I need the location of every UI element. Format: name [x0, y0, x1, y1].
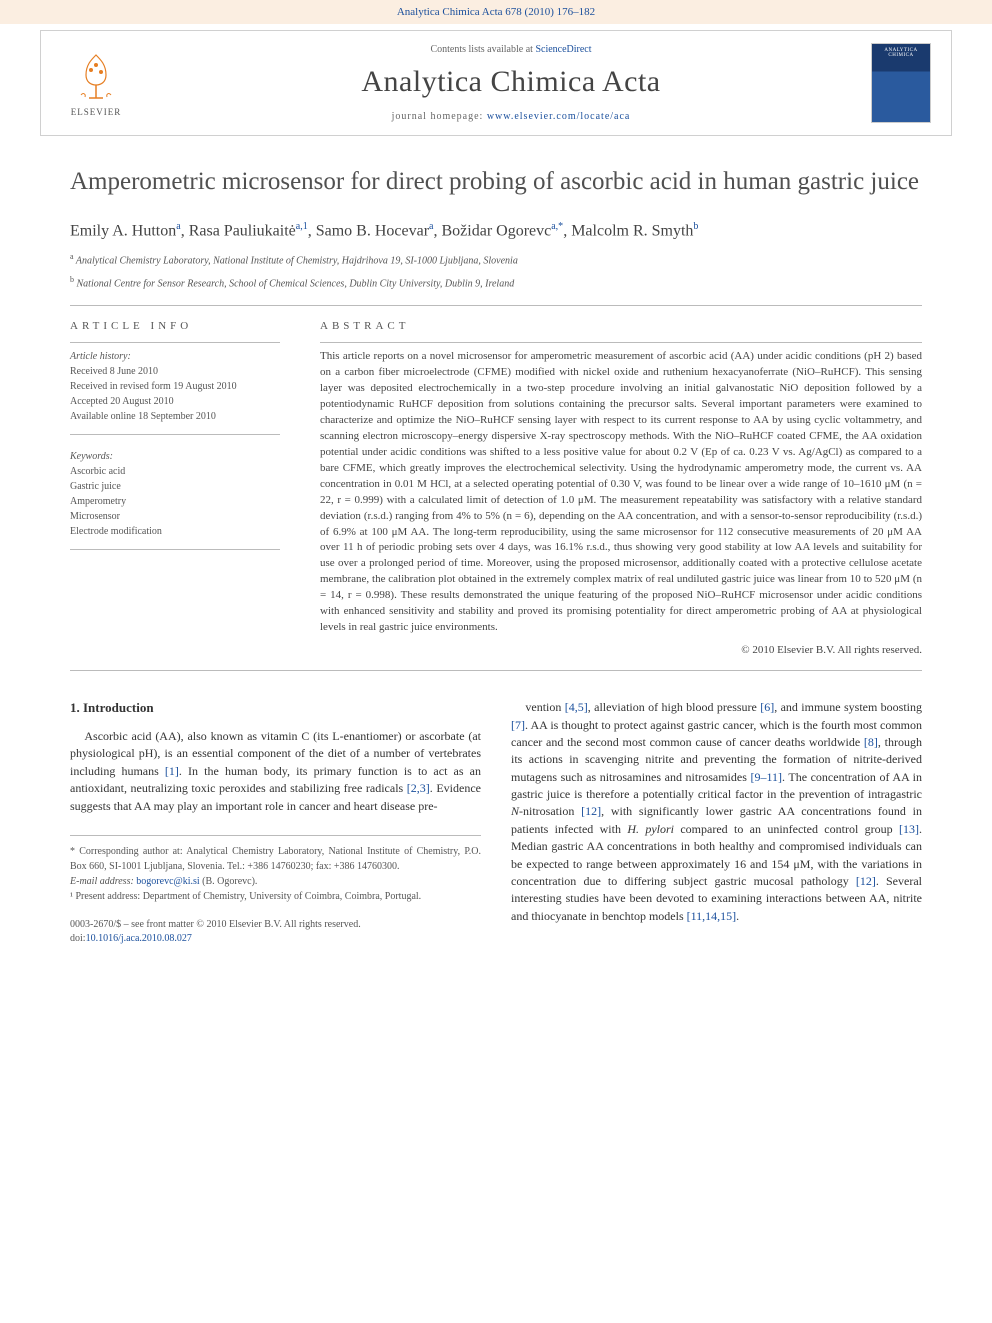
elsevier-logo: ELSEVIER [61, 43, 131, 123]
affiliation-a: a Analytical Chemistry Laboratory, Natio… [70, 251, 922, 268]
right-column: vention [4,5], alleviation of high blood… [511, 699, 922, 946]
masthead-center: Contents lists available at ScienceDirec… [151, 44, 871, 122]
body-paragraph: Ascorbic acid (AA), also known as vitami… [70, 728, 481, 815]
keywords-block: Keywords: Ascorbic acid Gastric juice Am… [70, 449, 280, 550]
citation-strip: Analytica Chimica Acta 678 (2010) 176–18… [0, 0, 992, 24]
article-title: Amperometric microsensor for direct prob… [70, 166, 922, 197]
divider [320, 342, 922, 343]
abstract-heading: ABSTRACT [320, 320, 922, 332]
citation-link[interactable]: [12] [856, 874, 876, 888]
abstract-text: This article reports on a novel microsen… [320, 349, 922, 636]
left-column: 1. Introduction Ascorbic acid (AA), also… [70, 699, 481, 946]
sciencedirect-link[interactable]: ScienceDirect [535, 44, 591, 55]
homepage-line: journal homepage: www.elsevier.com/locat… [151, 111, 871, 122]
citation-link[interactable]: [2,3] [407, 781, 430, 795]
article-body: Amperometric microsensor for direct prob… [0, 136, 992, 966]
divider [70, 342, 280, 343]
abstract-column: ABSTRACT This article reports on a novel… [320, 320, 922, 656]
publisher-name: ELSEVIER [71, 107, 122, 117]
article-history: Article history: Received 8 June 2010 Re… [70, 349, 280, 435]
present-address-footnote: ¹ Present address: Department of Chemist… [70, 889, 481, 904]
citation-link[interactable]: [4,5] [565, 700, 588, 714]
citation-text: Analytica Chimica Acta 678 (2010) 176–18… [397, 6, 595, 18]
citation-link[interactable]: [9–11] [750, 770, 782, 784]
footnotes-block: * Corresponding author at: Analytical Ch… [70, 835, 481, 904]
journal-cover-thumbnail [871, 43, 931, 123]
section-heading: 1. Introduction [70, 699, 481, 718]
elsevier-tree-icon [71, 50, 121, 105]
doi-block: 0003-2670/$ – see front matter © 2010 El… [70, 918, 481, 946]
abstract-copyright: © 2010 Elsevier B.V. All rights reserved… [320, 644, 922, 656]
divider [70, 670, 922, 671]
info-heading: ARTICLE INFO [70, 320, 280, 332]
masthead: ELSEVIER Contents lists available at Sci… [40, 30, 952, 136]
main-two-columns: 1. Introduction Ascorbic acid (AA), also… [70, 699, 922, 946]
affiliation-b: b National Centre for Sensor Research, S… [70, 274, 922, 291]
citation-link[interactable]: [7] [511, 718, 525, 732]
email-footnote: E-mail address: bogorevc@ki.si (B. Ogore… [70, 874, 481, 889]
article-info-column: ARTICLE INFO Article history: Received 8… [70, 320, 280, 656]
contents-line: Contents lists available at ScienceDirec… [151, 44, 871, 55]
body-paragraph: vention [4,5], alleviation of high blood… [511, 699, 922, 925]
info-abstract-row: ARTICLE INFO Article history: Received 8… [70, 320, 922, 656]
citation-link[interactable]: [13] [899, 822, 919, 836]
citation-link[interactable]: [11,14,15] [687, 909, 737, 923]
citation-link[interactable]: [1] [165, 764, 179, 778]
authors-line: Emily A. Huttona, Rasa Pauliukaitėa,1, S… [70, 221, 922, 240]
corresponding-footnote: * Corresponding author at: Analytical Ch… [70, 844, 481, 874]
journal-name: Analytica Chimica Acta [151, 65, 871, 99]
citation-link[interactable]: [8] [864, 735, 878, 749]
citation-link[interactable]: [6] [760, 700, 774, 714]
email-link[interactable]: bogorevc@ki.si [136, 876, 199, 887]
homepage-link[interactable]: www.elsevier.com/locate/aca [487, 111, 631, 122]
citation-link[interactable]: [12] [581, 804, 601, 818]
divider [70, 305, 922, 306]
doi-link[interactable]: 10.1016/j.aca.2010.08.027 [86, 933, 192, 944]
